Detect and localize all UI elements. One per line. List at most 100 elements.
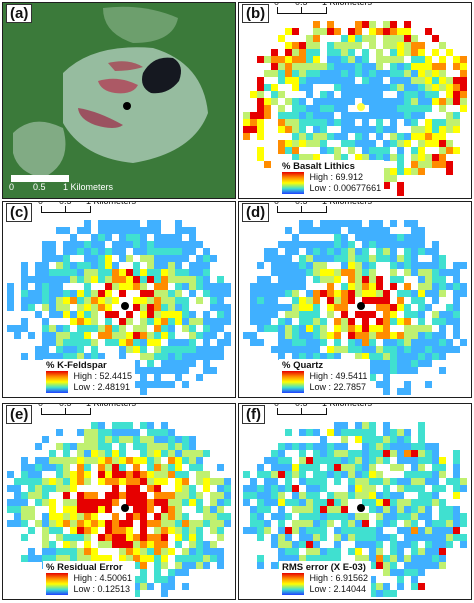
raster-cell <box>418 450 425 457</box>
raster-cell <box>390 220 397 227</box>
raster-cell <box>285 527 292 534</box>
raster-cell <box>217 276 224 283</box>
raster-cell <box>418 56 425 63</box>
raster-cell <box>42 478 49 485</box>
raster-cell <box>397 98 404 105</box>
raster-cell <box>285 70 292 77</box>
raster-cell <box>432 527 439 534</box>
raster-cell <box>56 485 63 492</box>
raster-cell <box>84 464 91 471</box>
raster-cell <box>376 154 383 161</box>
raster-cell <box>119 457 126 464</box>
raster-cell <box>439 56 446 63</box>
raster-cell <box>147 443 154 450</box>
raster-cell <box>334 353 341 360</box>
raster-cell <box>327 311 334 318</box>
raster-cell <box>432 283 439 290</box>
raster-cell <box>334 133 341 140</box>
raster-cell <box>362 133 369 140</box>
raster-cell <box>334 269 341 276</box>
raster-cell <box>411 154 418 161</box>
raster-cell <box>327 255 334 262</box>
raster-cell <box>397 527 404 534</box>
scale-tick-km: 1 Kilometers <box>86 403 137 408</box>
raster-cell <box>348 28 355 35</box>
raster-cell <box>182 311 189 318</box>
raster-cell <box>432 534 439 541</box>
raster-cell <box>313 478 320 485</box>
raster-cell <box>397 241 404 248</box>
raster-cell <box>362 311 369 318</box>
raster-cell <box>210 499 217 506</box>
raster-cell <box>390 506 397 513</box>
raster-cell <box>320 133 327 140</box>
raster-cell <box>334 227 341 234</box>
raster-cell <box>327 276 334 283</box>
raster-cell <box>299 513 306 520</box>
raster-cell <box>84 283 91 290</box>
raster-cell <box>313 513 320 520</box>
raster-cell <box>112 311 119 318</box>
raster-cell <box>147 485 154 492</box>
raster-cell <box>168 262 175 269</box>
raster-cell <box>306 269 313 276</box>
raster-cell <box>411 576 418 583</box>
raster-cell <box>292 126 299 133</box>
raster-cell <box>91 339 98 346</box>
raster-cell <box>306 304 313 311</box>
raster-cell <box>168 450 175 457</box>
raster-cell <box>404 234 411 241</box>
raster-cell <box>404 28 411 35</box>
raster-cell <box>362 520 369 527</box>
raster-cell <box>369 457 376 464</box>
raster-cell <box>411 311 418 318</box>
raster-cell <box>299 534 306 541</box>
raster-cell <box>390 499 397 506</box>
raster-cell <box>98 429 105 436</box>
raster-cell <box>397 112 404 119</box>
raster-cell <box>42 436 49 443</box>
raster-cell <box>203 360 210 367</box>
raster-cell <box>299 133 306 140</box>
raster-cell <box>292 84 299 91</box>
raster-cell <box>98 471 105 478</box>
raster-cell <box>306 154 313 161</box>
raster-cell <box>355 520 362 527</box>
raster-cell <box>189 311 196 318</box>
raster-cell <box>77 499 84 506</box>
raster-cell <box>161 541 168 548</box>
raster-cell <box>63 346 70 353</box>
raster-cell <box>418 346 425 353</box>
raster-cell <box>271 499 278 506</box>
raster-cell <box>341 112 348 119</box>
raster-cell <box>397 555 404 562</box>
raster-cell <box>397 234 404 241</box>
raster-cell <box>376 506 383 513</box>
raster-cell <box>257 527 264 534</box>
raster-cell <box>299 140 306 147</box>
raster-cell <box>271 471 278 478</box>
raster-cell <box>56 325 63 332</box>
raster-cell <box>411 569 418 576</box>
scale-tick-0: 0 <box>38 201 44 206</box>
raster-cell <box>105 450 112 457</box>
raster-cell <box>84 443 91 450</box>
raster-cell <box>355 248 362 255</box>
raster-cell <box>14 485 21 492</box>
raster-cell <box>56 478 63 485</box>
raster-cell <box>42 534 49 541</box>
raster-cell <box>203 548 210 555</box>
raster-cell <box>453 283 460 290</box>
raster-cell <box>84 297 91 304</box>
raster-cell <box>460 56 467 63</box>
raster-cell <box>264 84 271 91</box>
raster-cell <box>271 492 278 499</box>
raster-cell <box>257 56 264 63</box>
raster-cell <box>70 541 77 548</box>
raster-cell <box>369 422 376 429</box>
raster-cell <box>383 367 390 374</box>
raster-cell <box>278 269 285 276</box>
raster-cell <box>327 297 334 304</box>
raster-cell <box>119 422 126 429</box>
raster-cell <box>21 464 28 471</box>
